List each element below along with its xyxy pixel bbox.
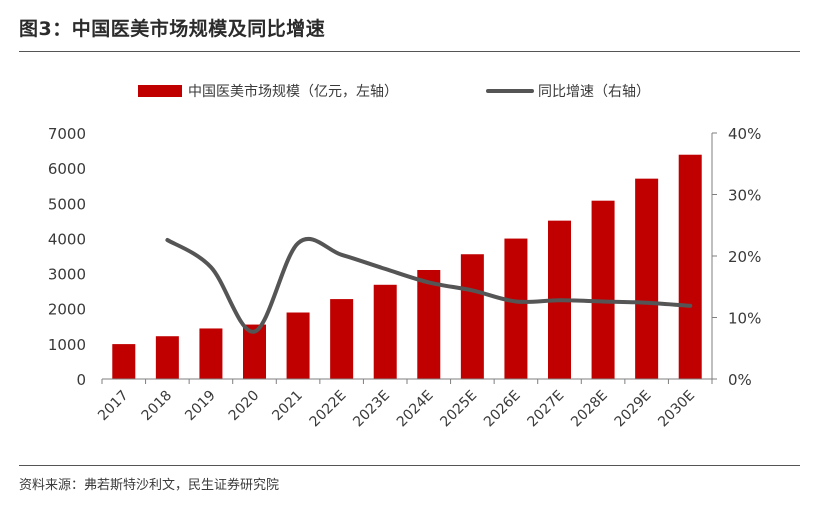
x-tick-label: 2028E <box>568 388 611 431</box>
bar-2019 <box>199 328 223 379</box>
x-tick-label: 2027E <box>525 388 568 431</box>
bar-2017 <box>112 344 136 379</box>
x-tick-label: 2026E <box>481 388 524 431</box>
legend-line-label: 同比增速（右轴） <box>538 84 650 100</box>
right-tick-label: 20% <box>728 248 761 266</box>
chart-title: 图3：中国医美市场规模及同比增速 <box>19 18 326 40</box>
x-tick-label: 2023E <box>350 388 393 431</box>
legend: 中国医美市场规模（亿元，左轴） 同比增速（右轴） <box>138 83 650 100</box>
legend-bar-swatch <box>138 85 182 97</box>
x-tick-label: 2022E <box>307 388 350 431</box>
bar-2026E <box>504 238 528 379</box>
right-tick-label: 30% <box>728 187 761 205</box>
x-tick-label: 2025E <box>437 388 480 431</box>
bar-2021 <box>286 312 310 379</box>
left-axis: 0 1000 2000 3000 4000 5000 6000 7000 <box>48 125 86 389</box>
bar-2024E <box>417 269 441 379</box>
footer-divider <box>19 465 800 466</box>
bar-2023E <box>373 284 397 379</box>
left-tick-label: 7000 <box>48 125 86 143</box>
left-tick-label: 1000 <box>48 336 86 354</box>
x-axis: 2017 2018 2019 2020 2021 2022E 2023E 2024E 2025E… <box>95 379 713 431</box>
x-tick-label: 2020 <box>226 388 263 425</box>
source-note: 资料来源：弗若斯特沙利文，民生证券研究院 <box>19 478 280 493</box>
bar-2022E <box>330 299 354 379</box>
legend-bar-label: 中国医美市场规模（亿元，左轴） <box>188 83 398 100</box>
left-tick-label: 0 <box>76 371 86 389</box>
x-tick-label: 2018 <box>139 388 176 425</box>
left-tick-label: 3000 <box>48 266 86 284</box>
left-tick-label: 5000 <box>48 195 86 213</box>
bar-2029E <box>635 178 659 379</box>
bar-2025E <box>460 254 484 379</box>
bar-series <box>112 154 702 379</box>
x-tick-label: 2029E <box>612 388 655 431</box>
right-tick-label: 10% <box>728 310 761 328</box>
bar-2028E <box>591 200 615 379</box>
line-series <box>165 236 693 334</box>
title-divider <box>19 51 800 52</box>
right-tick-label: 40% <box>728 125 761 143</box>
x-tick-label: 2021 <box>269 388 306 425</box>
x-tick-label: 2030E <box>655 388 698 431</box>
growth-rate-line <box>165 236 693 334</box>
right-axis: 0% 10% 20% 30% 40% <box>711 125 761 389</box>
x-tick-label: 2024E <box>394 388 437 431</box>
left-tick-label: 4000 <box>48 230 86 248</box>
bar-2020 <box>243 324 266 379</box>
left-tick-label: 2000 <box>48 301 86 319</box>
right-tick-label: 0% <box>728 371 752 389</box>
x-tick-label: 2017 <box>95 388 132 425</box>
bar-2018 <box>155 336 179 379</box>
left-tick-label: 6000 <box>48 160 86 178</box>
bar-2030E <box>678 154 702 379</box>
x-tick-label: 2019 <box>182 388 219 425</box>
